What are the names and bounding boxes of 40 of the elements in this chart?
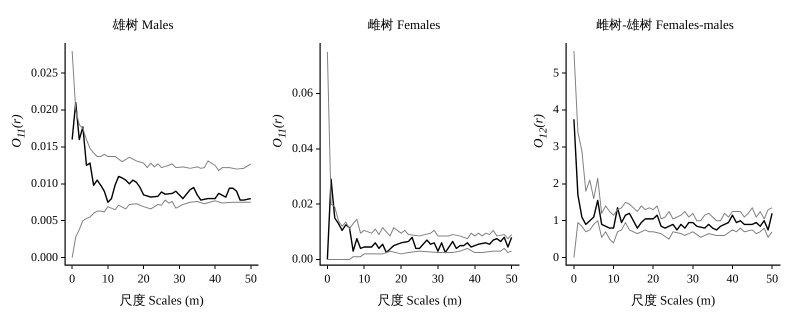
- x-tick-label: 10: [102, 271, 114, 286]
- y-tick-label: 0.020: [31, 102, 58, 116]
- x-tick-label: 10: [358, 271, 370, 286]
- y-tick-label: 0.00: [292, 252, 313, 266]
- x-tick-label: 40: [209, 271, 222, 286]
- x-tick-label: 40: [468, 271, 481, 286]
- chart-title: 雌树 Females: [368, 17, 440, 32]
- x-tick-label: 30: [173, 271, 186, 286]
- x-tick-label: 40: [726, 271, 738, 286]
- y-tick-label: 0.025: [31, 65, 58, 80]
- x-tick-label: 10: [608, 271, 620, 286]
- chart-title: 雄树 Males: [111, 17, 174, 32]
- y-tick-label: 0.010: [31, 176, 58, 190]
- y-tick-label: 3: [553, 139, 559, 154]
- y-tick-label: 0.06: [292, 86, 313, 100]
- y-tick-label: 4: [553, 102, 559, 116]
- x-tick-label: 50: [766, 271, 778, 286]
- x-axis-title: 尺度 Scales (m): [630, 292, 716, 308]
- y-tick-label: 0.04: [292, 140, 313, 155]
- x-tick-label: 0: [69, 271, 76, 286]
- y-tick-label: 0: [553, 250, 559, 264]
- y-tick-label: 0.02: [292, 196, 313, 210]
- chart-title: 雌树-雄树 Females-males: [596, 17, 734, 32]
- y-tick-label: 0.000: [31, 250, 58, 264]
- x-tick-label: 0: [570, 271, 577, 286]
- x-axis-title: 尺度 Scales (m): [119, 292, 204, 308]
- y-tick-label: 0.005: [31, 212, 58, 227]
- x-tick-label: 20: [647, 271, 660, 286]
- x-tick-label: 30: [432, 271, 444, 286]
- x-tick-label: 0: [324, 271, 330, 286]
- x-tick-label: 50: [506, 271, 518, 286]
- x-axis-title: 尺度 Scales (m): [377, 292, 462, 308]
- y-tick-label: 1: [553, 212, 559, 227]
- x-tick-label: 20: [138, 271, 150, 286]
- x-tick-label: 20: [395, 271, 408, 286]
- y-tick-label: 2: [553, 176, 559, 190]
- x-tick-label: 30: [686, 271, 699, 286]
- x-tick-label: 50: [244, 271, 257, 286]
- y-tick-label: 5: [553, 65, 559, 80]
- y-tick-label: 0.015: [31, 139, 58, 154]
